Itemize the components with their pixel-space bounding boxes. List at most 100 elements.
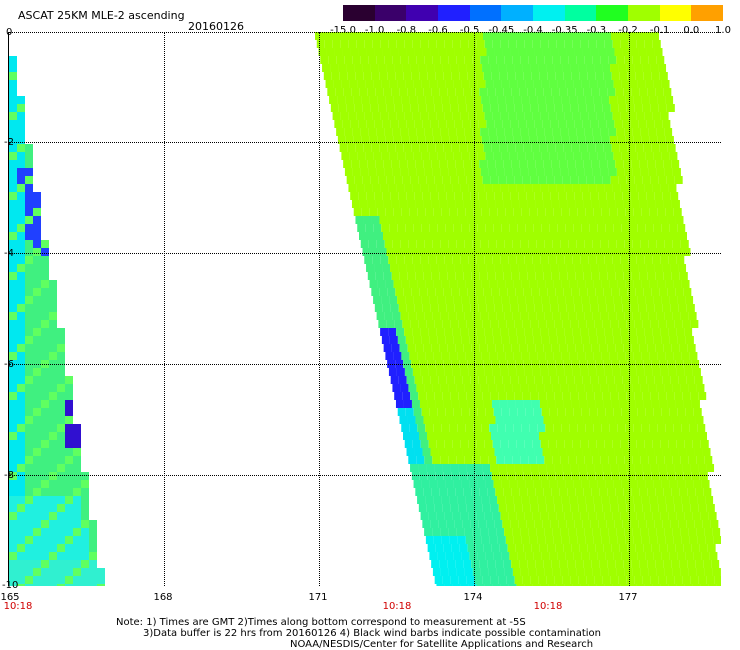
swath-cell bbox=[658, 64, 667, 72]
swath-cell bbox=[549, 480, 558, 488]
swath-cell bbox=[491, 144, 500, 152]
swath-cell bbox=[73, 432, 81, 440]
swath-cell bbox=[428, 368, 437, 376]
swath-cell bbox=[469, 80, 478, 88]
swath-cell bbox=[559, 416, 568, 424]
swath-cell bbox=[599, 160, 608, 168]
swath-cell bbox=[558, 520, 567, 528]
swath-cell bbox=[41, 496, 49, 504]
swath-cell bbox=[374, 120, 383, 128]
swath-cell bbox=[17, 184, 25, 192]
swath-cell bbox=[545, 136, 554, 144]
swath-cell bbox=[429, 336, 438, 344]
swath-cell bbox=[363, 72, 372, 80]
swath-cell bbox=[609, 208, 618, 216]
swath-cell bbox=[41, 568, 49, 576]
swath-cell bbox=[458, 176, 467, 184]
swath-cell bbox=[501, 80, 510, 88]
swath-cell bbox=[413, 408, 422, 416]
swath-cell bbox=[530, 504, 539, 512]
swath-cell bbox=[393, 208, 402, 216]
swath-cell bbox=[615, 560, 624, 568]
swath-cell bbox=[629, 296, 638, 304]
swath-cell bbox=[566, 448, 575, 456]
swath-cell bbox=[348, 40, 357, 48]
footnote-line-2: 3)Data buffer is 22 hrs from 20160126 4)… bbox=[143, 628, 601, 639]
swath-cell bbox=[529, 208, 538, 216]
swath-cell bbox=[482, 248, 491, 256]
swath-cell bbox=[582, 304, 591, 312]
swath-cell bbox=[441, 208, 450, 216]
swath-cell bbox=[648, 312, 657, 320]
swath-cell bbox=[479, 560, 488, 568]
swath-cell bbox=[341, 152, 350, 160]
swath-cell bbox=[25, 544, 33, 552]
swath-cell bbox=[360, 240, 369, 248]
swath-cell bbox=[579, 288, 588, 296]
swath-cell bbox=[481, 208, 490, 216]
swath-cell bbox=[591, 272, 600, 280]
swath-cell bbox=[460, 256, 469, 264]
swath-cell bbox=[540, 584, 549, 586]
swath-cell bbox=[589, 296, 598, 304]
swath-cell bbox=[468, 328, 477, 336]
swath-cell bbox=[344, 128, 353, 136]
swath-cell bbox=[513, 136, 522, 144]
swath-cell bbox=[560, 312, 569, 320]
swath-cell bbox=[520, 128, 529, 136]
swath-cell bbox=[9, 64, 17, 72]
swath-cell bbox=[477, 552, 486, 560]
swath-cell bbox=[443, 216, 452, 224]
swath-cell bbox=[421, 152, 430, 160]
swath-cell bbox=[592, 456, 601, 464]
swath-cell bbox=[610, 320, 619, 328]
colorbar-label: -0.3 bbox=[586, 25, 607, 36]
swath-cell bbox=[49, 376, 57, 384]
swath-cell bbox=[658, 464, 667, 472]
swath-cell bbox=[474, 248, 483, 256]
swath-cell bbox=[607, 88, 616, 96]
swath-cell bbox=[499, 216, 508, 224]
swath-cell bbox=[623, 488, 632, 496]
swath-cell bbox=[554, 576, 563, 584]
swath-cell bbox=[33, 248, 41, 256]
swath-cell bbox=[605, 80, 614, 88]
swath-cell bbox=[484, 184, 493, 192]
swath-cell bbox=[509, 480, 518, 488]
swath-cell bbox=[57, 440, 65, 448]
swath-cell bbox=[506, 464, 515, 472]
swath-cell bbox=[448, 128, 457, 136]
swath-cell bbox=[447, 560, 456, 568]
swath-cell bbox=[621, 336, 630, 344]
swath-cell bbox=[386, 176, 395, 184]
swath-cell bbox=[702, 520, 711, 528]
swath-cell bbox=[637, 480, 646, 488]
swath-cell bbox=[655, 160, 664, 168]
swath-cell bbox=[432, 384, 441, 392]
swath-cell bbox=[421, 80, 430, 88]
swath-cell bbox=[661, 480, 670, 488]
swath-cell bbox=[452, 512, 461, 520]
swath-cell bbox=[33, 472, 41, 480]
swath-cell bbox=[560, 568, 569, 576]
swath-cell bbox=[486, 376, 495, 384]
swath-cell bbox=[578, 392, 587, 400]
swath-cell bbox=[629, 552, 638, 560]
swath-cell bbox=[455, 416, 464, 424]
swath-cell bbox=[410, 64, 419, 72]
swath-cell bbox=[602, 504, 611, 512]
swath-cell bbox=[640, 384, 649, 392]
swath-cell bbox=[391, 232, 399, 240]
swath-cell bbox=[463, 232, 471, 240]
swath-cell bbox=[353, 208, 362, 216]
swath-cell bbox=[590, 448, 599, 456]
swath-cell bbox=[585, 96, 594, 104]
swath-cell bbox=[446, 520, 455, 528]
swath-cell bbox=[17, 392, 25, 400]
swath-cell bbox=[570, 104, 579, 112]
swath-cell bbox=[25, 256, 33, 264]
swath-cell bbox=[518, 192, 527, 200]
swath-cell bbox=[617, 496, 626, 504]
swath-cell bbox=[417, 496, 426, 504]
swath-cell bbox=[25, 536, 33, 544]
